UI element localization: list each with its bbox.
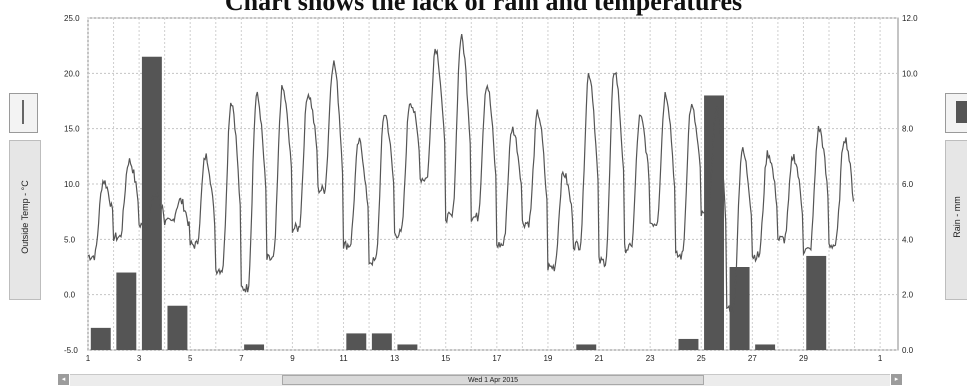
x-tick-label: 17	[492, 354, 501, 363]
single-line-icon	[22, 100, 24, 124]
x-tick-label: 5	[188, 354, 193, 363]
x-tick-label: 25	[697, 354, 706, 363]
rain-bar	[90, 327, 111, 350]
x-tick-label: 7	[239, 354, 244, 363]
rain-series-toggle-button[interactable]	[945, 93, 967, 133]
rain-bar	[244, 344, 265, 350]
rain-bar	[141, 56, 162, 350]
x-tick-label: 19	[543, 354, 552, 363]
x-tick-label: 27	[748, 354, 757, 363]
y-left-tick-label: -5.0	[64, 346, 78, 355]
x-tick-label: 21	[595, 354, 604, 363]
y-right-tick-label: 6.0	[902, 180, 914, 189]
x-tick-label: 15	[441, 354, 450, 363]
rain-bar	[806, 255, 827, 350]
x-tick-label: 23	[646, 354, 655, 363]
rain-bar	[755, 344, 776, 350]
rain-bar	[346, 333, 367, 350]
y-left-tick-label: 15.0	[64, 125, 80, 134]
y-left-tick-label: 0.0	[64, 291, 76, 300]
y-right-tick-label: 4.0	[902, 235, 914, 244]
y-left-tick-label: 25.0	[64, 14, 80, 23]
rain-bar	[678, 338, 699, 350]
rain-bar	[704, 95, 724, 350]
y-right-tick-label: 0.0	[902, 346, 914, 355]
x-tick-label: 1	[878, 354, 883, 363]
x-tick-label: 3	[137, 354, 142, 363]
rain-bar	[116, 272, 137, 350]
temperature-line	[87, 34, 855, 313]
rain-bar	[167, 305, 188, 350]
left-axis-panel	[9, 140, 41, 300]
temp-series-toggle-button[interactable]	[9, 93, 38, 133]
rain-bar	[371, 333, 392, 350]
chart-title: Chart shows the lack of rain and tempera…	[224, 0, 743, 16]
x-tick-label: 29	[799, 354, 808, 363]
rain-bar	[397, 344, 418, 350]
x-tick-label: 9	[290, 354, 295, 363]
y-right-tick-label: 2.0	[902, 291, 914, 300]
rain-bar	[576, 344, 597, 350]
scroll-left-button[interactable]: ◂	[58, 374, 69, 385]
y-left-tick-label: 10.0	[64, 180, 80, 189]
rain-bar	[729, 267, 750, 350]
bar-legend-icon	[956, 101, 967, 123]
x-tick-label: 13	[390, 354, 399, 363]
y-right-tick-label: 10.0	[902, 69, 918, 78]
y-right-tick-label: 8.0	[902, 125, 914, 134]
y-left-tick-label: 20.0	[64, 69, 80, 78]
y-left-tick-label: 5.0	[64, 235, 76, 244]
y-right-tick-label: 12.0	[902, 14, 918, 23]
time-scrollbar-thumb[interactable]: Wed 1 Apr 2015	[282, 375, 704, 385]
right-axis-panel	[945, 140, 967, 300]
x-tick-label: 1	[86, 354, 91, 363]
time-scrollbar-track[interactable]: Wed 1 Apr 2015	[70, 374, 890, 386]
scroll-right-button[interactable]: ▸	[891, 374, 902, 385]
x-tick-label: 11	[339, 354, 348, 363]
